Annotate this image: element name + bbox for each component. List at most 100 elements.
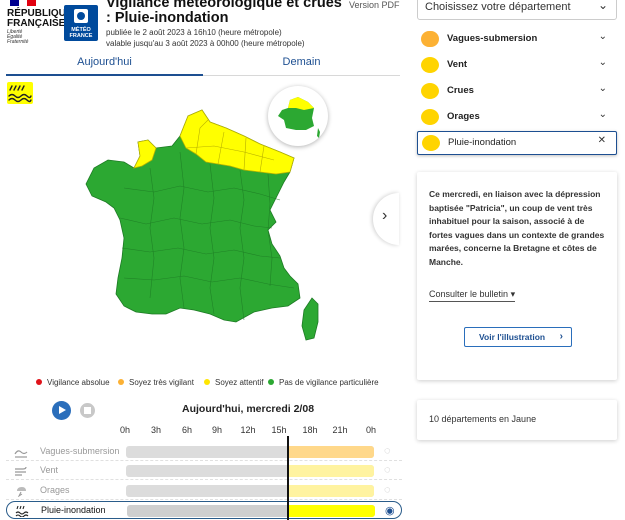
legend-item-green: Pas de vigilance particulière — [268, 378, 379, 387]
wind-icon — [15, 466, 27, 476]
future-segment — [289, 505, 375, 517]
published-date: publiée le 2 août 2023 à 16h10 (heure mé… — [106, 28, 282, 37]
rf-motto: Liberté Égalité Fraternité — [7, 29, 29, 45]
timeline-day-title: Aujourd'hui, mercredi 2/08 — [182, 403, 315, 415]
hour-label: 18h — [302, 425, 318, 435]
chevron-down-icon: ⌄ — [598, 31, 607, 42]
phenomenon-label: Vent — [447, 59, 468, 70]
timeline-row-vent[interactable]: Vent ◌ — [6, 462, 402, 480]
vigilance-bar — [126, 446, 374, 458]
yellow-dot-icon — [204, 379, 210, 385]
close-icon[interactable]: ✕ — [597, 135, 606, 146]
tab-tomorrow[interactable]: Demain — [203, 54, 400, 76]
chevron-right-icon: › — [382, 207, 388, 224]
rain-flood-icon — [422, 135, 440, 151]
phenomenon-label: Pluie-inondation — [448, 137, 517, 148]
timeline-row-vagues-submersion[interactable]: Vagues-submersion ◌ — [6, 443, 402, 461]
hour-label: 0h — [365, 425, 376, 435]
chevron-right-icon: › — [559, 331, 563, 342]
department-select-placeholder: Choisissez votre département — [425, 1, 571, 13]
view-illustration-button[interactable]: Voir l'illustration › — [464, 327, 572, 347]
hour-label: 12h — [240, 425, 256, 435]
hour-label: 0h — [119, 425, 130, 435]
meteo-france-logo: MÉTÉO FRANCE — [64, 5, 98, 41]
republique-francaise-logo: RÉPUBLIQUE FRANÇAISE Liberté Égalité Fra… — [4, 0, 73, 48]
legend-item-red: Vigilance absolue — [36, 378, 110, 387]
hour-label: 6h — [181, 425, 192, 435]
eye-hidden-icon[interactable]: ◌ — [384, 484, 391, 496]
phenomenon-label: Vagues-submersion — [447, 33, 538, 44]
rf-name: RÉPUBLIQUE FRANÇAISE — [7, 8, 73, 29]
phenomenon-crues[interactable]: Crues ⌄ — [417, 80, 617, 102]
caret-down-icon: ▾ — [510, 289, 516, 299]
bulletin-card: Ce mercredi, en liaison avec la dépressi… — [417, 172, 617, 380]
legend-label: Vigilance absolue — [47, 378, 110, 387]
department-count-card: 10 départements en Jaune — [417, 400, 617, 440]
flag-icon — [10, 0, 37, 6]
france-map[interactable] — [84, 108, 324, 348]
next-map-button[interactable]: › — [373, 193, 399, 245]
row-label: Orages — [40, 485, 70, 495]
waves-icon — [421, 31, 439, 47]
hour-label: 9h — [211, 425, 222, 435]
meteo-france-symbol-icon — [74, 9, 88, 23]
phenomenon-vent[interactable]: Vent ⌄ — [417, 54, 617, 76]
stop-button[interactable] — [80, 403, 95, 418]
flood-icon — [421, 83, 439, 99]
legend-item-orange: Soyez très vigilant — [118, 378, 194, 387]
timeline-row-orages[interactable]: Orages ◌ — [6, 482, 402, 500]
chevron-down-icon: ⌄ — [597, 0, 608, 12]
green-dot-icon — [268, 379, 274, 385]
mf-name: MÉTÉO FRANCE — [69, 27, 93, 39]
department-count-text: 10 départements en Jaune — [429, 414, 537, 424]
vigilance-bar — [127, 505, 375, 517]
chevron-down-icon: ⌄ — [598, 83, 607, 94]
bulletin-description: Ce mercredi, en liaison avec la dépressi… — [429, 189, 605, 267]
tab-today[interactable]: Aujourd'hui — [6, 54, 203, 76]
hour-label: 21h — [332, 425, 348, 435]
phenomenon-orages[interactable]: Orages ⌄ — [417, 106, 617, 128]
current-time-marker[interactable] — [287, 436, 289, 520]
chevron-down-icon: ⌄ — [598, 109, 607, 120]
department-select[interactable]: Choisissez votre département ⌄ — [417, 0, 617, 20]
legend-label: Soyez attentif — [215, 378, 264, 387]
rain-flood-icon — [15, 505, 29, 517]
red-dot-icon — [36, 379, 42, 385]
consult-bulletin-dropdown[interactable]: Consulter le bulletin ▾ — [429, 289, 516, 302]
row-label: Vagues-submersion — [40, 446, 120, 456]
future-segment — [288, 446, 374, 458]
hour-label: 3h — [150, 425, 161, 435]
timeline-hours: 0h 3h 6h 9h 12h 15h 18h 21h 0h — [120, 425, 380, 437]
chevron-down-icon: ⌄ — [598, 57, 607, 68]
legend-label: Soyez très vigilant — [129, 378, 194, 387]
view-illustration-label: Voir l'illustration — [479, 332, 546, 342]
row-label: Pluie-inondation — [41, 505, 106, 515]
phenomenon-pluie-inondation[interactable]: Pluie-inondation ✕ — [417, 131, 617, 155]
row-label: Vent — [40, 465, 59, 475]
storm-icon — [17, 487, 26, 497]
eye-visible-icon[interactable]: ◉ — [385, 505, 395, 517]
corsica — [301, 297, 319, 341]
vigilance-bar — [126, 465, 374, 477]
france-inset-map[interactable] — [268, 86, 328, 146]
legend-label: Pas de vigilance particulière — [279, 378, 379, 387]
waves-icon — [14, 450, 28, 458]
rain-flood-icon — [7, 82, 33, 104]
phenomenon-vagues-submersion[interactable]: Vagues-submersion ⌄ — [417, 28, 617, 50]
vigilance-bar — [126, 485, 374, 497]
future-segment — [288, 485, 374, 497]
orange-dot-icon — [118, 379, 124, 385]
timeline-row-pluie-inondation[interactable]: Pluie-inondation ◉ — [6, 501, 402, 519]
future-segment — [288, 465, 374, 477]
publication-info: publiée le 2 août 2023 à 16h10 (heure mé… — [106, 27, 305, 49]
day-tabs: Aujourd'hui Demain — [6, 54, 400, 76]
eye-hidden-icon[interactable]: ◌ — [384, 445, 391, 457]
yellow-zone-west — [133, 139, 157, 169]
hour-label: 15h — [271, 425, 287, 435]
eye-hidden-icon[interactable]: ◌ — [384, 464, 391, 476]
storm-icon — [421, 109, 439, 125]
pdf-version-link[interactable]: Version PDF — [349, 0, 400, 10]
play-button[interactable] — [52, 401, 71, 420]
legend-item-yellow: Soyez attentif — [204, 378, 263, 387]
